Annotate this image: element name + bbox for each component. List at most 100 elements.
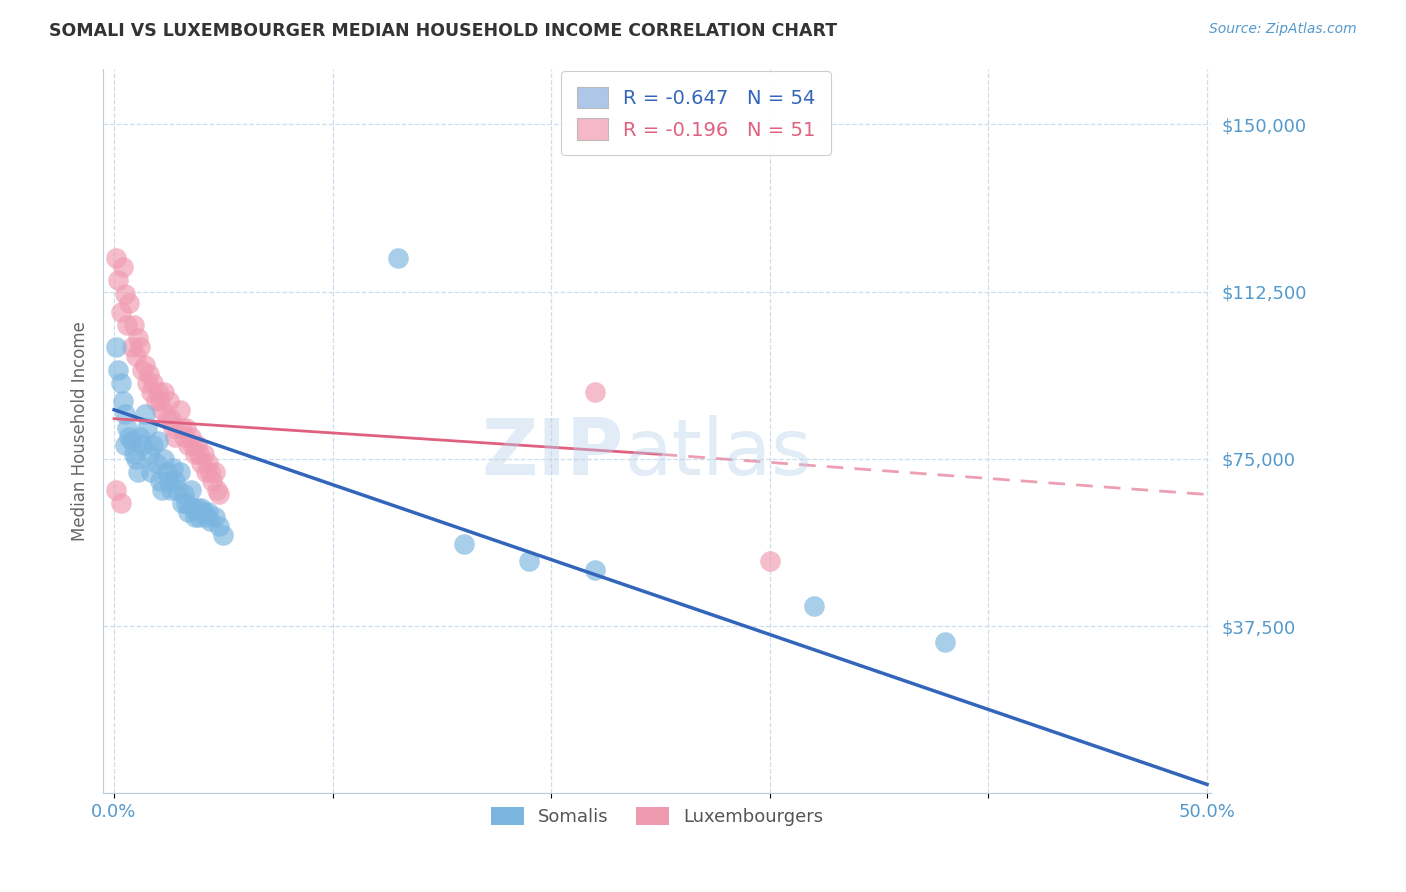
Point <box>184 447 207 461</box>
Point <box>141 465 163 479</box>
Point <box>188 509 211 524</box>
Point <box>188 447 211 461</box>
Point <box>125 451 148 466</box>
Point <box>194 465 217 479</box>
Point <box>184 509 207 524</box>
Point <box>118 429 141 443</box>
Point <box>135 420 157 434</box>
Point <box>181 438 204 452</box>
Point <box>204 509 226 524</box>
Point <box>155 411 177 425</box>
Point <box>146 434 169 448</box>
Point <box>197 456 219 470</box>
Point <box>135 376 157 390</box>
Point <box>180 483 202 497</box>
Point <box>180 429 202 443</box>
Point <box>107 273 129 287</box>
Point <box>177 505 200 519</box>
Point <box>157 393 180 408</box>
Point <box>173 429 195 443</box>
Point <box>200 514 222 528</box>
Point <box>387 251 409 265</box>
Point <box>149 474 172 488</box>
Point <box>111 260 134 274</box>
Text: atlas: atlas <box>624 415 811 491</box>
Point <box>166 483 188 497</box>
Point <box>127 465 149 479</box>
Point <box>583 563 606 577</box>
Point <box>107 362 129 376</box>
Point <box>153 451 176 466</box>
Point <box>149 393 172 408</box>
Point <box>803 599 825 613</box>
Point <box>121 340 143 354</box>
Point <box>157 474 180 488</box>
Point <box>153 384 176 399</box>
Point <box>114 286 136 301</box>
Point <box>134 358 156 372</box>
Point <box>105 340 128 354</box>
Point <box>169 465 191 479</box>
Point <box>170 420 193 434</box>
Point <box>190 500 212 515</box>
Point <box>115 420 138 434</box>
Point <box>165 474 187 488</box>
Point <box>146 384 169 399</box>
Point <box>145 393 167 408</box>
Point <box>131 362 153 376</box>
Point <box>114 407 136 421</box>
Point <box>134 407 156 421</box>
Point <box>162 420 184 434</box>
Point <box>155 465 177 479</box>
Point <box>186 500 208 515</box>
Point <box>162 460 184 475</box>
Point <box>190 456 212 470</box>
Point <box>759 554 782 568</box>
Point <box>204 465 226 479</box>
Legend: Somalis, Luxembourgers: Somalis, Luxembourgers <box>482 797 832 835</box>
Point <box>122 318 145 332</box>
Point <box>194 509 217 524</box>
Point <box>177 438 200 452</box>
Point <box>583 384 606 399</box>
Point <box>174 496 197 510</box>
Point <box>141 384 163 399</box>
Point <box>105 483 128 497</box>
Point <box>160 483 183 497</box>
Y-axis label: Median Household Income: Median Household Income <box>72 321 89 541</box>
Point <box>142 438 165 452</box>
Point <box>165 429 187 443</box>
Point <box>114 438 136 452</box>
Point <box>205 483 228 497</box>
Point <box>181 500 204 515</box>
Point <box>208 518 231 533</box>
Point <box>934 634 956 648</box>
Point <box>150 483 173 497</box>
Point <box>129 429 152 443</box>
Text: SOMALI VS LUXEMBOURGER MEDIAN HOUSEHOLD INCOME CORRELATION CHART: SOMALI VS LUXEMBOURGER MEDIAN HOUSEHOLD … <box>49 22 838 40</box>
Point <box>173 487 195 501</box>
Point <box>110 376 132 390</box>
Point <box>138 447 160 461</box>
Point <box>105 251 128 265</box>
Point <box>170 496 193 510</box>
Text: ZIP: ZIP <box>482 415 624 491</box>
Point <box>200 465 222 479</box>
Point <box>110 496 132 510</box>
Point <box>127 331 149 345</box>
Text: Source: ZipAtlas.com: Source: ZipAtlas.com <box>1209 22 1357 37</box>
Point <box>174 420 197 434</box>
Point <box>160 411 183 425</box>
Point <box>208 487 231 501</box>
Point <box>118 295 141 310</box>
Point <box>131 438 153 452</box>
Point <box>201 474 224 488</box>
Point <box>145 456 167 470</box>
Point <box>110 304 132 318</box>
Point <box>122 447 145 461</box>
Point <box>212 527 235 541</box>
Point <box>129 340 152 354</box>
Point <box>121 434 143 448</box>
Point <box>111 393 134 408</box>
Point <box>138 367 160 381</box>
